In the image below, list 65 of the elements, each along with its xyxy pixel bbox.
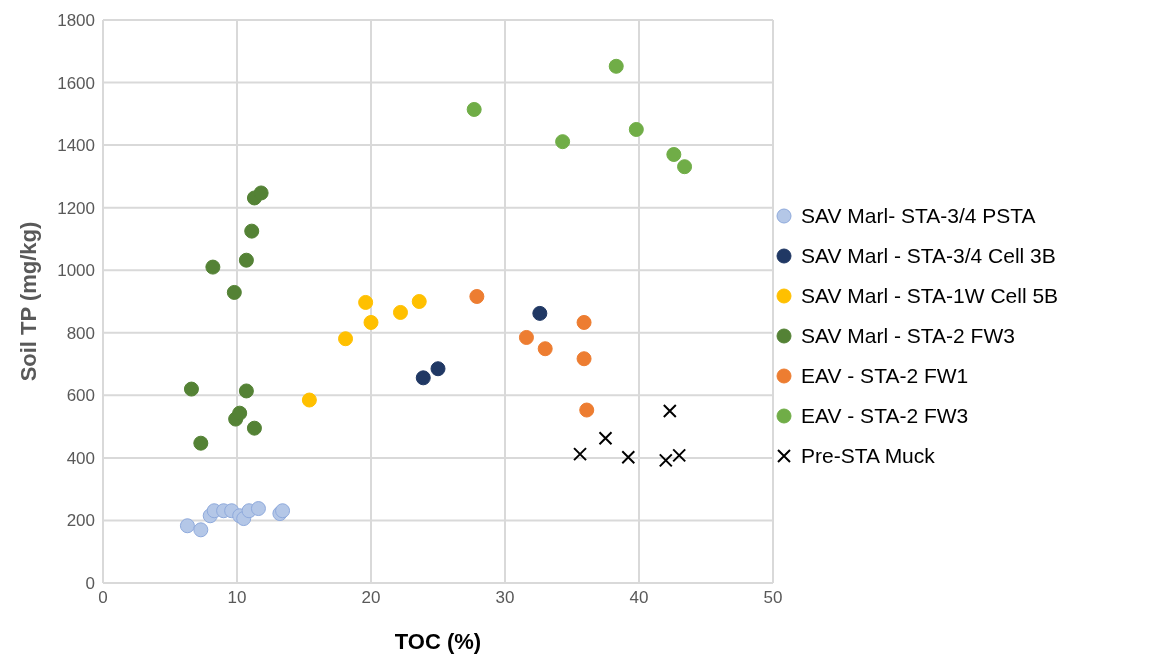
point [469,289,485,304]
legend-label: EAV - STA-2 FW3 [801,403,969,428]
point [608,58,624,74]
point [238,252,254,268]
point [363,314,379,330]
point [415,370,431,386]
legend-label: SAV Marl - STA-3/4 Cell 3B [801,243,1056,268]
point [238,383,254,399]
point [576,314,592,330]
point [466,101,482,117]
legend-label: SAV Marl - STA-1W Cell 5B [801,283,1059,308]
point [246,420,262,436]
point [193,435,209,451]
point [411,294,427,309]
point [573,447,588,462]
point [232,405,248,421]
x-tick-label: 50 [763,588,783,608]
y-tick-label: 1000 [57,261,95,281]
point [677,159,693,175]
point [579,402,595,418]
y-tick-label: 1600 [57,73,95,93]
y-axis-title: Soil TP (mg/kg) [15,221,41,382]
y-tick-label: 800 [66,323,95,343]
legend-label: SAV Marl - STA-2 FW3 [801,323,1015,348]
point [183,381,199,397]
point [555,134,571,150]
point [244,223,260,239]
x-axis-title: TOC (%) [394,629,482,654]
y-tick-label: 1800 [57,11,95,31]
y-tick-label: 200 [66,511,95,531]
point [518,329,534,345]
x-tick-label: 20 [361,588,381,608]
point [392,304,408,320]
y-tick-label: 400 [66,448,95,468]
legend-label: Pre-STA Muck [801,443,935,468]
point [672,448,687,463]
point [358,294,374,310]
point [205,259,221,275]
point [179,518,195,534]
legend-label: SAV Marl- STA-3/4 PSTA [801,203,1036,228]
y-tick-label: 1400 [57,136,95,156]
point [193,522,209,538]
point [666,146,682,162]
y-tick-label: 0 [85,574,95,594]
point [628,121,644,137]
x-tick-label: 30 [495,588,515,608]
point [532,305,548,321]
y-tick-label: 600 [66,386,95,406]
x-tick-label: 0 [98,588,108,608]
point [338,331,354,347]
point [537,341,553,357]
point [658,453,673,468]
point [301,392,317,408]
point [253,185,269,201]
point [662,403,677,418]
point [576,351,592,367]
x-tick-label: 10 [227,588,247,608]
x-tick-label: 40 [629,588,649,608]
point [250,501,266,517]
point [226,284,242,300]
point [430,361,446,377]
legend-label: EAV - STA-2 FW1 [801,363,969,388]
point [598,431,613,446]
point [621,450,636,465]
y-tick-label: 1200 [57,198,95,218]
